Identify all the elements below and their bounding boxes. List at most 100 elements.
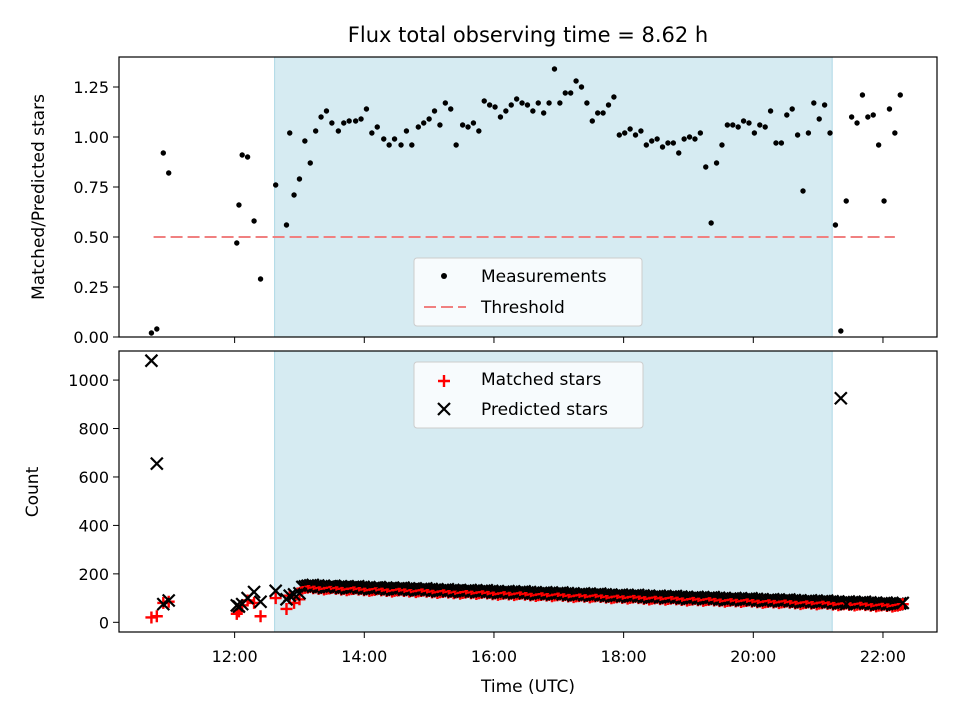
predicted-star-marker	[282, 588, 297, 603]
bottom-y-tick-label: 400	[78, 516, 109, 535]
predicted-star-marker	[161, 593, 176, 608]
measurement-point	[573, 78, 579, 84]
x-tick-label: 16:00	[471, 647, 517, 666]
measurement-point	[409, 142, 415, 148]
measurement-point	[363, 106, 370, 112]
bottom-y-tick-label: 1000	[68, 371, 109, 390]
predicted-star-marker	[144, 353, 159, 368]
measurement-point	[513, 96, 520, 102]
measurement-point	[272, 182, 279, 188]
measurement-point	[686, 134, 693, 140]
measurement-point	[166, 170, 172, 176]
measurement-point	[234, 240, 240, 246]
measurement-point	[148, 330, 155, 336]
measurement-point	[892, 130, 898, 136]
legend-matched-marker	[438, 375, 450, 387]
measurement-point	[605, 102, 612, 108]
top-y-tick-label: 1.25	[73, 78, 109, 97]
measurement-point	[859, 92, 866, 98]
top-axes-frame	[118, 56, 938, 338]
measurement-point	[767, 108, 774, 114]
top-y-tick-label: 0.50	[73, 228, 109, 247]
measurement-point	[415, 124, 422, 130]
measurement-point	[594, 110, 601, 116]
measurement-point	[794, 132, 801, 138]
measurement-point	[708, 220, 714, 226]
bottom-panel: 0 200 400 600 800 1000 12:00 14:00 16:00 18:00 20…	[23, 350, 938, 697]
x-tick-label: 18:00	[601, 647, 647, 666]
measurement-point	[508, 102, 514, 108]
predicted-star-marker	[839, 597, 854, 611]
measurement-point	[800, 188, 806, 194]
measurement-point	[670, 140, 677, 146]
measurement-point	[821, 102, 828, 108]
measurement-point	[341, 120, 347, 126]
measurement-point	[665, 140, 671, 146]
measurement-point	[778, 140, 785, 146]
matched-star-marker	[280, 602, 293, 615]
measurement-point	[735, 124, 741, 130]
measurement-point	[897, 92, 903, 98]
measurement-point	[530, 108, 536, 114]
top-y-axis-label: Matched/Predicted stars	[29, 94, 49, 300]
predicted-star-marker	[247, 585, 261, 599]
measurement-point	[442, 100, 449, 106]
top-y-tick-label: 0.25	[73, 278, 109, 297]
bottom-y-tick-label: 200	[78, 565, 109, 584]
measurement-point	[519, 100, 525, 106]
measurement-point	[244, 154, 251, 160]
measurement-point	[659, 144, 666, 150]
measurement-point	[757, 122, 763, 128]
measurement-point	[329, 120, 335, 126]
legend-matched-label: Matched stars	[481, 370, 601, 390]
measurement-point	[291, 192, 297, 198]
measurement-point	[346, 118, 352, 124]
measurement-point	[724, 122, 731, 128]
measurement-point	[827, 130, 833, 136]
top-legend-box	[413, 257, 643, 327]
chart-title: Flux total observing time = 8.62 h	[348, 23, 708, 47]
measurement-point	[476, 128, 482, 134]
measurement-point	[632, 132, 639, 138]
bottom-legend-box	[413, 361, 644, 429]
predicted-star-marker	[150, 456, 164, 471]
measurement-point	[386, 142, 392, 148]
predicted-star-marker	[253, 594, 268, 609]
measurement-point	[398, 142, 404, 148]
bottom-axes-frame	[118, 350, 938, 633]
measurement-point	[773, 140, 779, 146]
measurement-point	[730, 122, 736, 128]
measurement-point	[307, 160, 313, 166]
measurement-point	[546, 100, 552, 106]
measurement-point	[676, 150, 682, 156]
measurement-point	[627, 126, 633, 132]
measurement-point	[719, 142, 725, 148]
measurement-point	[703, 164, 709, 170]
measurement-point	[453, 142, 459, 148]
x-tick-label: 20:00	[730, 647, 776, 666]
measurement-point	[616, 132, 623, 138]
measurement-point	[811, 100, 817, 106]
measurement-point	[302, 138, 308, 144]
legend-measurements-label: Measurements	[481, 267, 607, 287]
measurement-point	[160, 150, 167, 156]
measurement-point	[886, 106, 893, 112]
measurement-point	[448, 106, 454, 112]
measurement-point	[352, 118, 359, 124]
measurement-point	[643, 142, 650, 148]
measurement-point	[318, 114, 324, 120]
measurement-point	[481, 98, 487, 104]
measurement-point	[470, 120, 477, 126]
measurement-point	[816, 116, 822, 122]
legend-threshold-label: Threshold	[480, 298, 565, 318]
measurement-point	[784, 112, 790, 118]
measurement-point	[486, 102, 493, 108]
measurement-point	[649, 138, 655, 144]
measurement-point	[567, 90, 574, 96]
matched-star-marker	[269, 592, 282, 605]
measurement-point	[562, 90, 568, 96]
measurement-point	[638, 128, 644, 134]
x-tick-label: 22:00	[860, 647, 906, 666]
measurement-point	[374, 124, 380, 130]
measurement-point	[589, 118, 595, 124]
